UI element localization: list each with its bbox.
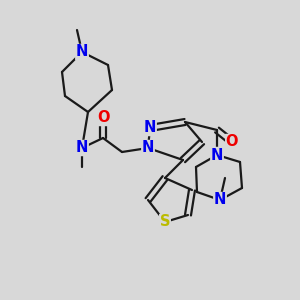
Text: N: N: [142, 140, 154, 155]
Text: O: O: [97, 110, 109, 125]
Text: S: S: [160, 214, 170, 230]
Text: N: N: [211, 148, 223, 163]
Text: N: N: [76, 44, 88, 59]
Text: O: O: [226, 134, 238, 149]
Text: N: N: [214, 193, 226, 208]
Text: N: N: [76, 140, 88, 155]
Text: N: N: [144, 121, 156, 136]
